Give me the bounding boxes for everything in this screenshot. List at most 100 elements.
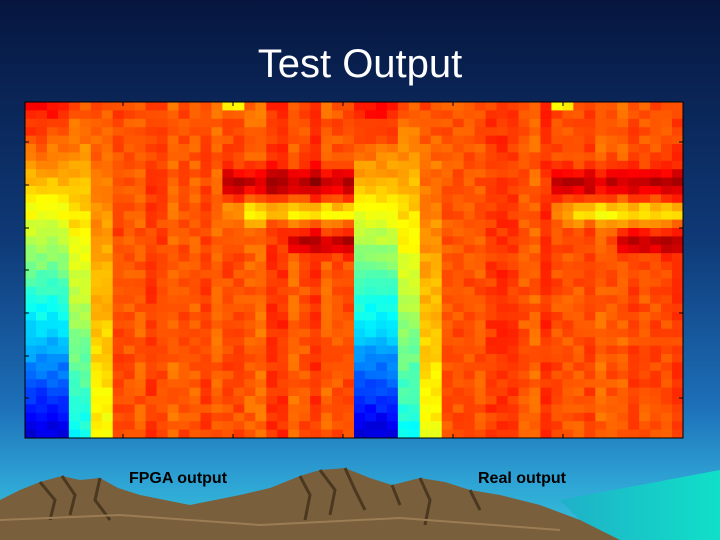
heat-cell (639, 370, 651, 380)
heat-cell (584, 169, 596, 178)
heat-cell (79, 396, 92, 405)
heat-cell (189, 429, 201, 439)
heat-cell (430, 261, 443, 271)
heat-cell (562, 328, 574, 338)
heat-cell (25, 236, 37, 246)
heat-cell (430, 429, 443, 439)
heat-cell (551, 177, 563, 187)
heat-cell (189, 345, 201, 355)
heat-cell (68, 244, 81, 254)
heat-cell (200, 312, 212, 321)
heat-cell (222, 303, 234, 313)
heat-cell (277, 303, 289, 313)
heat-cell (540, 102, 552, 111)
heat-cell (661, 270, 673, 279)
heat-cell (299, 362, 311, 372)
heat-cell (266, 186, 278, 195)
heat-cell (222, 135, 234, 145)
heat-cell (145, 270, 157, 279)
heat-cell (375, 118, 388, 128)
heat-cell (354, 370, 366, 380)
heat-cell (518, 118, 530, 128)
heat-cell (650, 177, 662, 187)
heat-cell (397, 135, 410, 145)
heat-cell (573, 127, 585, 136)
heat-cell (650, 354, 662, 363)
heat-cell (606, 278, 618, 288)
heat-cell (299, 194, 311, 204)
heat-cell (189, 303, 201, 313)
heat-cell (343, 118, 355, 128)
heat-cell (485, 337, 497, 346)
heat-cell (123, 303, 136, 313)
heat-cell (200, 144, 212, 153)
heat-cell (321, 337, 333, 346)
heat-cell (551, 303, 563, 313)
heat-cell (606, 194, 618, 204)
heat-cell (672, 270, 684, 279)
heat-cell (266, 270, 278, 279)
heat-cell (661, 354, 673, 363)
heat-cell (299, 379, 311, 388)
heat-cell (233, 244, 245, 254)
heat-cell (145, 144, 157, 153)
heat-cell (518, 127, 530, 136)
heat-cell (430, 177, 443, 187)
heat-cell (233, 320, 245, 330)
heat-cell (496, 337, 508, 346)
heat-cell (90, 421, 103, 430)
heat-cell (112, 412, 125, 422)
heat-cell (364, 261, 377, 271)
heat-cell (672, 228, 684, 237)
heat-cell (222, 387, 234, 397)
heat-cell (156, 236, 168, 246)
heat-cell (211, 404, 223, 414)
heat-cell (288, 286, 300, 296)
heat-cell (661, 295, 673, 304)
heat-cell (277, 320, 289, 330)
heat-cell (244, 152, 256, 162)
heat-cell (211, 362, 223, 372)
heat-cell (650, 118, 662, 128)
heat-cell (650, 169, 662, 178)
heat-cell (650, 160, 662, 170)
heat-cell (463, 244, 476, 254)
heat-cell (573, 144, 585, 153)
heat-cell (441, 244, 454, 254)
heat-cell (112, 102, 125, 111)
heat-cell (310, 253, 322, 262)
heat-cell (123, 127, 136, 136)
heat-cell (156, 278, 168, 288)
heat-cell (617, 102, 629, 111)
heat-cell (386, 228, 399, 237)
heat-cell (57, 144, 70, 153)
heat-cell (573, 421, 585, 430)
heat-cell (101, 211, 114, 220)
heat-cell (145, 404, 157, 414)
heat-cell (650, 219, 662, 229)
heat-cell (310, 118, 322, 128)
heat-cell (57, 261, 70, 271)
heat-cell (255, 160, 267, 170)
heat-cell (321, 387, 333, 397)
heat-cell (79, 177, 92, 187)
heat-cell (672, 379, 684, 388)
heat-cell (35, 228, 48, 237)
heat-cell (354, 202, 366, 212)
heat-cell (573, 202, 585, 212)
heat-cell (606, 379, 618, 388)
heat-cell (606, 177, 618, 187)
heat-cell (145, 412, 157, 422)
heat-cell (79, 421, 92, 430)
heat-cell (474, 211, 486, 220)
heat-cell (321, 144, 333, 153)
heat-cell (101, 228, 114, 237)
heat-cell (200, 328, 212, 338)
heat-cell (343, 211, 355, 220)
heat-cell (441, 169, 454, 178)
heat-cell (189, 202, 201, 212)
heat-cell (584, 118, 596, 128)
heat-cell (178, 228, 190, 237)
heat-cell (584, 295, 596, 304)
heat-cell (189, 169, 201, 178)
